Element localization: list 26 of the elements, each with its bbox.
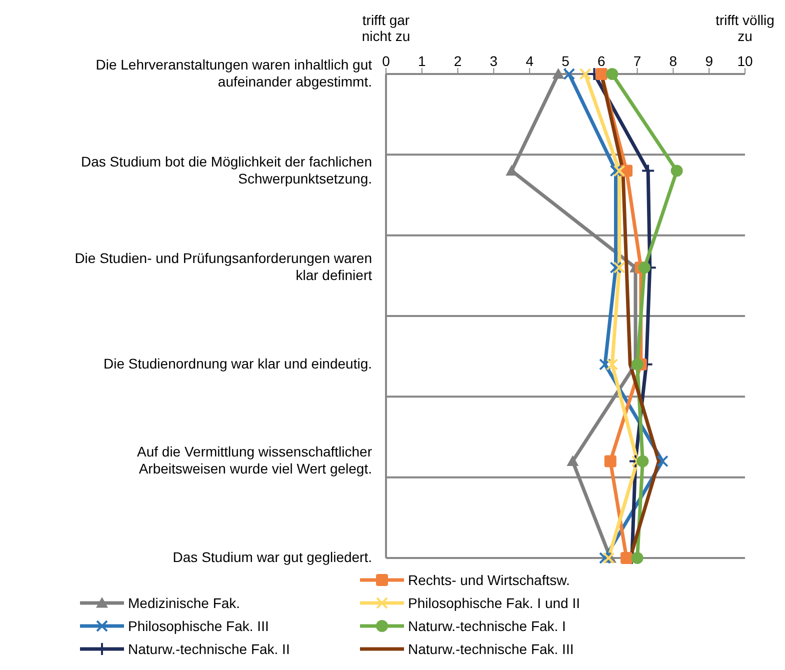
y-tick-label: Die Lehrveranstaltungen waren inhaltlich gut aufeinander abgestimmt. [96,56,372,90]
legend-label: Philosophische Fak. I und II [408,594,580,610]
x-tick-label: 8 [669,53,678,69]
y-tick-label: Die Studienordnung war klar und eindeutig. [103,355,372,372]
x-tick-label: 4 [526,53,534,69]
x-tick-label: 0 [382,53,390,69]
x-tick-label: 2 [454,53,462,69]
text: trifft gar nicht zu [360,12,412,44]
legend-label: Rechts- und Wirtschaftsw. [408,572,570,588]
y-tick-label: Auf die Vermittlung wissenschaftlicher Arbeitsweisen wurde viel Wert gelegt. [137,443,372,476]
legend-label: Medizinische Fak. [128,594,240,610]
x-tick-label: 1 [418,53,426,69]
legend-label: Naturw.-technische Fak. III [408,640,574,656]
text: trifft völlig zu [714,12,776,44]
x-tick-label: 10 [737,53,753,69]
legend-label: Philosophische Fak. III [128,618,269,634]
y-tick-label: Die Studien- und Prüfungsanforderungen waren klar definiert [74,250,372,283]
x-tick-label: 7 [633,53,642,69]
y-tick-label: Das Studium war gut gegliedert. [172,548,372,565]
x-tick-label: 9 [705,53,714,69]
y-tick-label: Das Studium bot die Möglichkeit der fachlichen Schwerpunktsetzung. [80,153,372,186]
legend-label: Naturw.-technische Fak. I [408,618,566,634]
legend-label: Naturw.-technische Fak. II [128,640,290,656]
x-tick-label: 5 [562,53,570,69]
x-tick-label: 3 [490,53,498,69]
x-tick-label: 6 [598,53,606,69]
